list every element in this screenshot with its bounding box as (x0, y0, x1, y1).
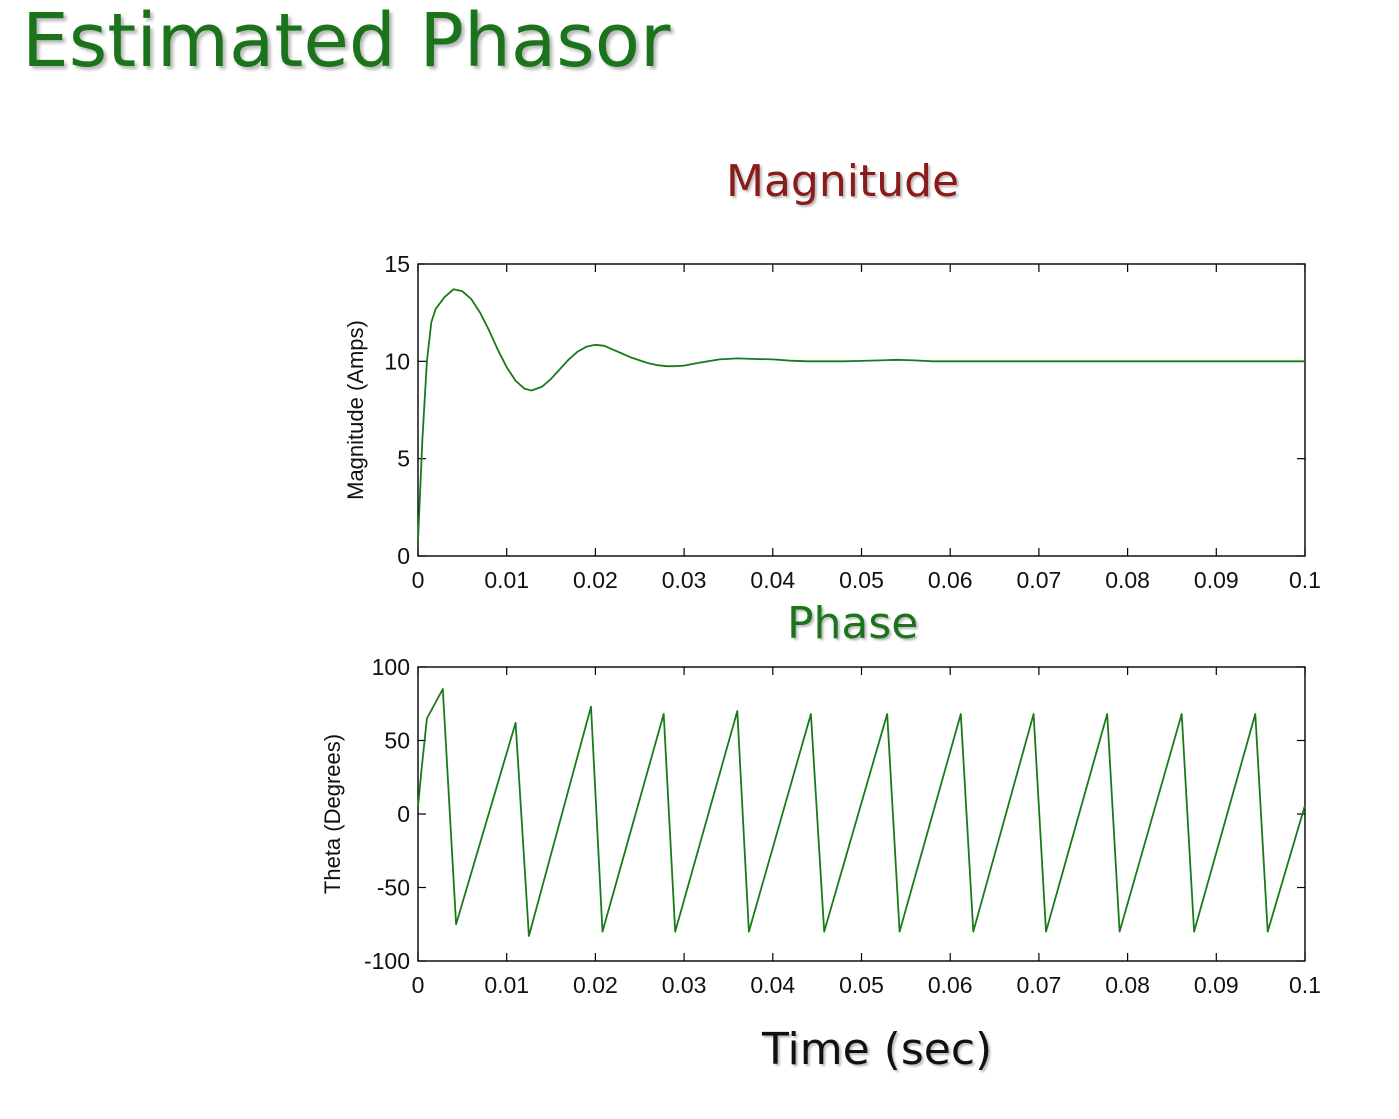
x-tick-label: 0.04 (750, 567, 795, 593)
plot-axes-box (417, 666, 1306, 962)
y-axis-label: Magnitude (Amps) (343, 320, 368, 500)
magnitude-heading: Magnitude (726, 156, 960, 207)
y-tick-label: -50 (377, 875, 410, 901)
magnitude-plot: 0 0.01 0.02 0.03 0.04 0.05 0.06 0.07 0.08 0.09 0.1… (343, 251, 1321, 593)
x-tick-label: 0.05 (839, 972, 884, 998)
x-tick-label: 0 (412, 567, 425, 593)
y-tick-label: 15 (384, 251, 410, 277)
x-tick-label: 0.09 (1194, 567, 1239, 593)
x-tick-label: 0.08 (1105, 972, 1150, 998)
y-tick-label: 10 (384, 348, 410, 374)
x-tick-label: 0.09 (1194, 972, 1239, 998)
page-title: Estimated Phasor (22, 0, 671, 84)
x-tick-label: 0 (412, 972, 425, 998)
x-tick-label: 0.03 (662, 972, 707, 998)
x-tick-label: 0.07 (1017, 972, 1062, 998)
series-line (417, 288, 1305, 541)
y-tick-label: 5 (397, 446, 410, 472)
phase-heading: Phase (787, 598, 919, 649)
x-tick-label: 0.1 (1289, 567, 1321, 593)
y-axis-label: Theta (Degrees) (320, 734, 345, 894)
series-line (417, 688, 1306, 937)
y-tick-label: -100 (364, 948, 410, 974)
plot-axes-box (417, 263, 1306, 557)
y-tick-label: 0 (397, 543, 410, 569)
x-tick-label: 0.06 (928, 972, 973, 998)
x-tick-label: 0.04 (750, 972, 795, 998)
x-tick-label: 0.05 (839, 567, 884, 593)
x-tick-label: 0.02 (573, 567, 618, 593)
x-tick-label: 0.08 (1105, 567, 1150, 593)
y-tick-label: 100 (372, 654, 410, 680)
y-tick-label: 0 (397, 801, 410, 827)
x-tick-label: 0.01 (484, 567, 529, 593)
x-tick-label: 0.03 (662, 567, 707, 593)
x-tick-label: 0.02 (573, 972, 618, 998)
time-axis-heading: Time (sec) (762, 1024, 993, 1075)
phase-plot: 0 0.01 0.02 0.03 0.04 0.05 0.06 0.07 0.08 0.09 0.1… (320, 654, 1321, 998)
y-tick-label: 50 (384, 728, 410, 754)
x-tick-label: 0.01 (484, 972, 529, 998)
x-tick-label: 0.07 (1017, 567, 1062, 593)
x-tick-label: 0.1 (1289, 972, 1321, 998)
x-tick-label: 0.06 (928, 567, 973, 593)
